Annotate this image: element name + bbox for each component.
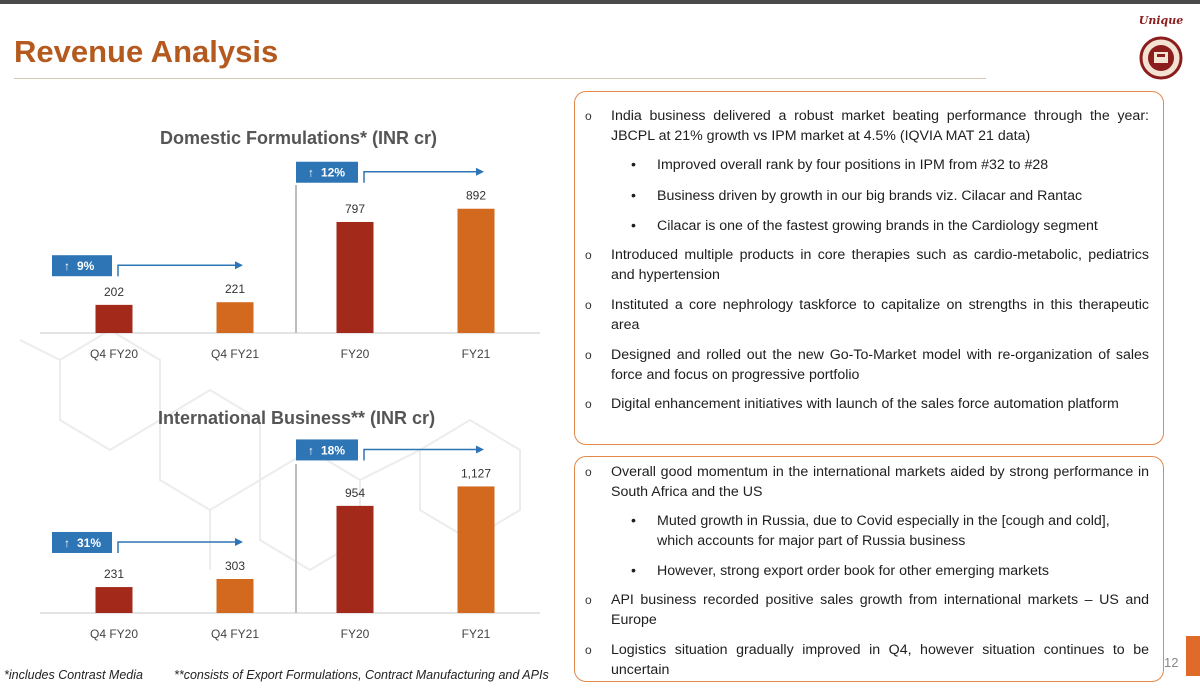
logo-wordmark: Unique [1138,14,1184,27]
international-bar-3 [457,486,495,613]
domestic-growth-connector [117,264,237,277]
domestic-growth-arrowhead [476,167,484,176]
domestic-bar-2 [336,221,374,333]
domestic-growth-label: 12% [321,166,345,180]
international-growth-arrowhead [235,537,243,546]
bullet-item: o Designed and rolled out the new Go-To-M… [585,347,1149,383]
domestic-value-label: 221 [225,282,245,296]
international-highlights-panel: o Overall good momentum in the internatio… [574,456,1164,682]
sub-bullet-item: • Cilacar is one of the fastest growing b… [631,218,1098,234]
international-growth-connector [117,541,237,553]
bullet-item: o Introduced multiple products in core th… [585,247,1149,283]
footnote-international: **consists of Export Formulations, Contr… [174,668,549,682]
footnote-contrast-media: *includes Contrast Media [4,668,143,682]
top-bar [0,0,1200,4]
bullet-item: o Instituted a core nephrology taskforce … [585,297,1149,333]
international-growth-badge [296,439,358,461]
international-value-label: 231 [104,567,124,581]
bullet-item: o API business recorded positive sales gr… [585,592,1149,628]
domestic-highlights-panel: o India business delivered a robust marke… [574,91,1164,445]
sub-bullet-item: • Business driven by growth in our big br… [631,188,1083,204]
domestic-chart-title: Domestic Formulations* (INR cr) [160,128,438,148]
international-value-label: 1,127 [461,466,491,480]
company-logo: Unique [1133,14,1189,80]
international-growth-badge [52,531,112,553]
international-growth-label: 31% [77,536,101,550]
domestic-growth-badge [296,161,358,183]
international-category-label: FY21 [462,627,491,641]
domestic-category-label: Q4 FY21 [211,347,259,361]
bullet-item: o Digital enhancement initiatives with la… [585,396,1119,412]
page-number: 12 [1164,655,1179,670]
domestic-category-label: FY21 [462,347,491,361]
domestic-growth-arrow-icon: ↑ [64,259,70,273]
sub-bullet-item: • Muted growth in Russia, due to Covid es… [631,513,1110,549]
domestic-value-label: 892 [466,189,486,203]
logo-seal-icon [1139,36,1183,80]
international-growth-arrow-icon: ↑ [308,443,314,457]
international-category-label: FY20 [341,627,370,641]
international-category-label: Q4 FY20 [90,627,138,641]
bullet-item: o Overall good momentum in the internatio… [585,464,1149,500]
revenue-charts: 202 Q4 FY20 221 Q4 FY21 797 FY20 892 FY21 ↑ 9% ↑ 12… [40,161,540,641]
domestic-bar-3 [457,208,495,333]
page-title: Revenue Analysis [14,34,279,69]
international-value-label: 303 [225,559,245,573]
international-growth-arrowhead [476,445,484,454]
domestic-category-label: FY20 [341,347,370,361]
international-bar-2 [336,505,374,613]
edge-accent [1186,636,1200,676]
domestic-growth-badge [52,255,112,277]
domestic-category-label: Q4 FY20 [90,347,138,361]
domestic-value-label: 797 [345,202,365,216]
domestic-bar-1 [216,302,254,333]
international-category-label: Q4 FY21 [211,627,259,641]
domestic-growth-arrow-icon: ↑ [308,166,314,180]
domestic-growth-label: 9% [77,259,95,273]
title-rule [14,78,986,79]
domestic-bar-0 [95,304,133,333]
sub-bullet-item: • However, strong export order book for o… [631,563,1049,579]
sub-bullet-item: • Improved overall rank by four positions… [631,157,1049,173]
domestic-growth-arrowhead [235,261,243,270]
international-bar-0 [95,587,133,613]
domestic-growth-connector [363,170,478,183]
international-chart-title: International Business** (INR cr) [158,408,436,428]
international-bar-1 [216,578,254,613]
bullet-item: o India business delivered a robust marke… [585,108,1149,144]
domestic-value-label: 202 [104,285,124,299]
international-value-label: 954 [345,486,365,500]
international-growth-label: 18% [321,443,345,457]
international-growth-arrow-icon: ↑ [64,536,70,550]
bullet-item: o Logistics situation gradually improved … [585,642,1149,678]
international-growth-connector [363,448,478,461]
